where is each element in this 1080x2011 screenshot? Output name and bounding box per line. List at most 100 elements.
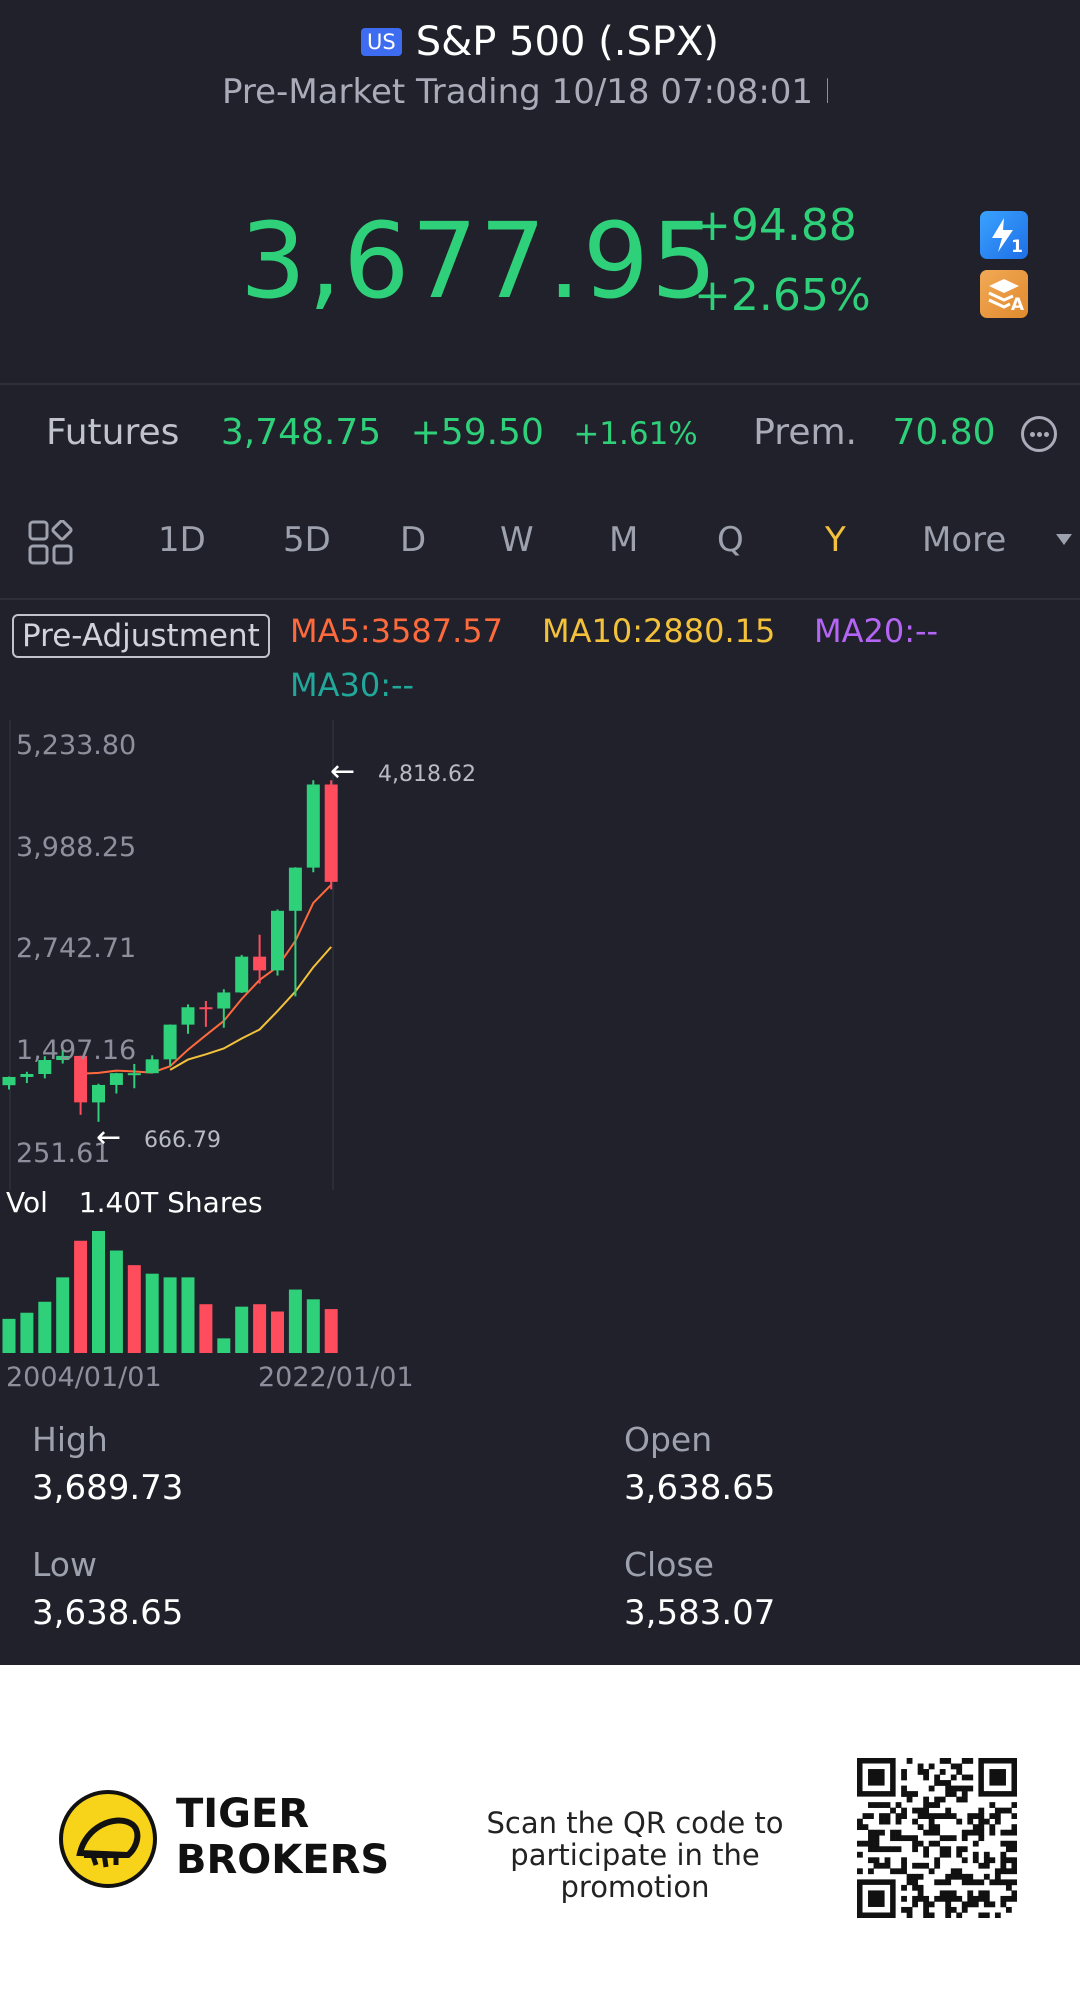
more-options-icon[interactable] [1020,416,1057,452]
futures-price: 3,748.75 [220,412,382,453]
pre-adjustment-button[interactable]: Pre-Adjustment [12,614,270,658]
divider [0,383,1080,385]
qr-module [917,1840,924,1847]
candle-body [20,1074,34,1077]
open-value: 3,638.65 [624,1468,776,1508]
qr-module [890,1835,896,1842]
qr-module [912,1840,918,1847]
qr-module [873,1846,880,1853]
tab-more[interactable]: More [922,520,1007,560]
promo-text: Scan the QR code to participate in the p… [440,1807,830,1903]
qr-module [862,1813,869,1819]
qr-module [950,1774,957,1781]
qr-module [923,1774,930,1781]
qr-module [1000,1879,1007,1886]
futures-row[interactable]: Futures 3,748.75 +59.50 +1.61% Prem. 70.… [46,412,1075,453]
candle-body [324,784,338,882]
qr-module [873,1862,880,1869]
qr-module [1005,1879,1012,1886]
qr-module [939,1851,946,1858]
qr-module [879,1818,885,1825]
qr-module [895,1813,902,1819]
qr-module [945,1851,952,1858]
low-label: Low [32,1545,97,1584]
candlestick-chart[interactable] [0,720,1080,1190]
qr-module [939,1758,946,1764]
qr-module [895,1829,902,1836]
qr-module [1011,1824,1017,1831]
qr-module [939,1769,946,1775]
y-tick-label: 251.61 [16,1138,111,1169]
open-label: Open [624,1420,713,1459]
qr-module [945,1846,952,1853]
qr-module [989,1857,996,1864]
qr-module [972,1813,979,1819]
lightning-level1-icon[interactable]: 1 [980,211,1028,259]
app-background [0,0,1080,1665]
high-label: High [32,1420,108,1459]
ma5-line [80,884,332,1075]
qr-module [928,1868,935,1875]
qr-module [961,1879,968,1886]
qr-module [934,1829,941,1836]
tab-month[interactable]: M [609,520,639,560]
tab-1d[interactable]: 1D [158,520,206,560]
qr-module [972,1840,979,1847]
tab-quarter[interactable]: Q [717,520,744,560]
qr-module [1005,1895,1012,1902]
qr-module [989,1901,996,1908]
qr-module [873,1857,880,1864]
qr-module [1011,1895,1017,1902]
ma10-value: MA10:2880.15 [542,612,776,650]
qr-module [950,1868,957,1875]
qr-module [890,1846,896,1853]
qr-module [1011,1829,1017,1836]
qr-module [912,1791,918,1797]
qr-module [901,1906,907,1913]
qr-module [1005,1868,1012,1875]
qr-code[interactable] [857,1758,1017,1918]
grid-layout-icon[interactable] [28,519,74,566]
qr-module [983,1912,990,1918]
candle-body [2,1076,16,1086]
qr-module [1000,1895,1007,1902]
qr-module [879,1829,885,1836]
course-stack-icon[interactable]: A [980,270,1028,318]
divider [0,598,1080,600]
candle-body [217,992,231,1009]
qr-module [989,1879,996,1886]
chevron-down-icon[interactable] [1056,534,1072,545]
volume-bar [109,1250,123,1353]
qr-module [983,1862,990,1869]
tab-week[interactable]: W [500,520,534,560]
qr-module [967,1813,974,1819]
qr-module [879,1813,885,1819]
volume-bar [306,1299,320,1353]
title-row: US S&P 500 (.SPX) [0,14,1080,70]
close-label: Close [624,1545,714,1584]
qr-module [950,1873,957,1880]
y-tick-label: 3,988.25 [16,832,137,863]
qr-module [901,1807,907,1814]
tab-year[interactable]: Y [825,520,846,560]
close-value: 3,583.07 [624,1593,776,1633]
volume-bar [271,1311,284,1353]
qr-module [978,1829,985,1836]
candle-body [199,1007,213,1010]
volume-bar [127,1265,141,1353]
qr-module [956,1796,963,1803]
qr-module [906,1791,913,1797]
volume-chart[interactable] [0,1225,1080,1355]
qr-module [862,1824,869,1831]
qr-module [978,1862,985,1869]
y-tick-label: 2,742.71 [16,933,137,964]
qr-module [928,1813,935,1819]
tab-5d[interactable]: 5D [283,520,331,560]
qr-module [983,1895,990,1902]
qr-module [1005,1857,1012,1864]
qr-module [1000,1807,1007,1814]
qr-module [923,1851,930,1858]
qr-module [934,1813,941,1819]
tab-day[interactable]: D [400,520,427,560]
qr-module [983,1901,990,1908]
